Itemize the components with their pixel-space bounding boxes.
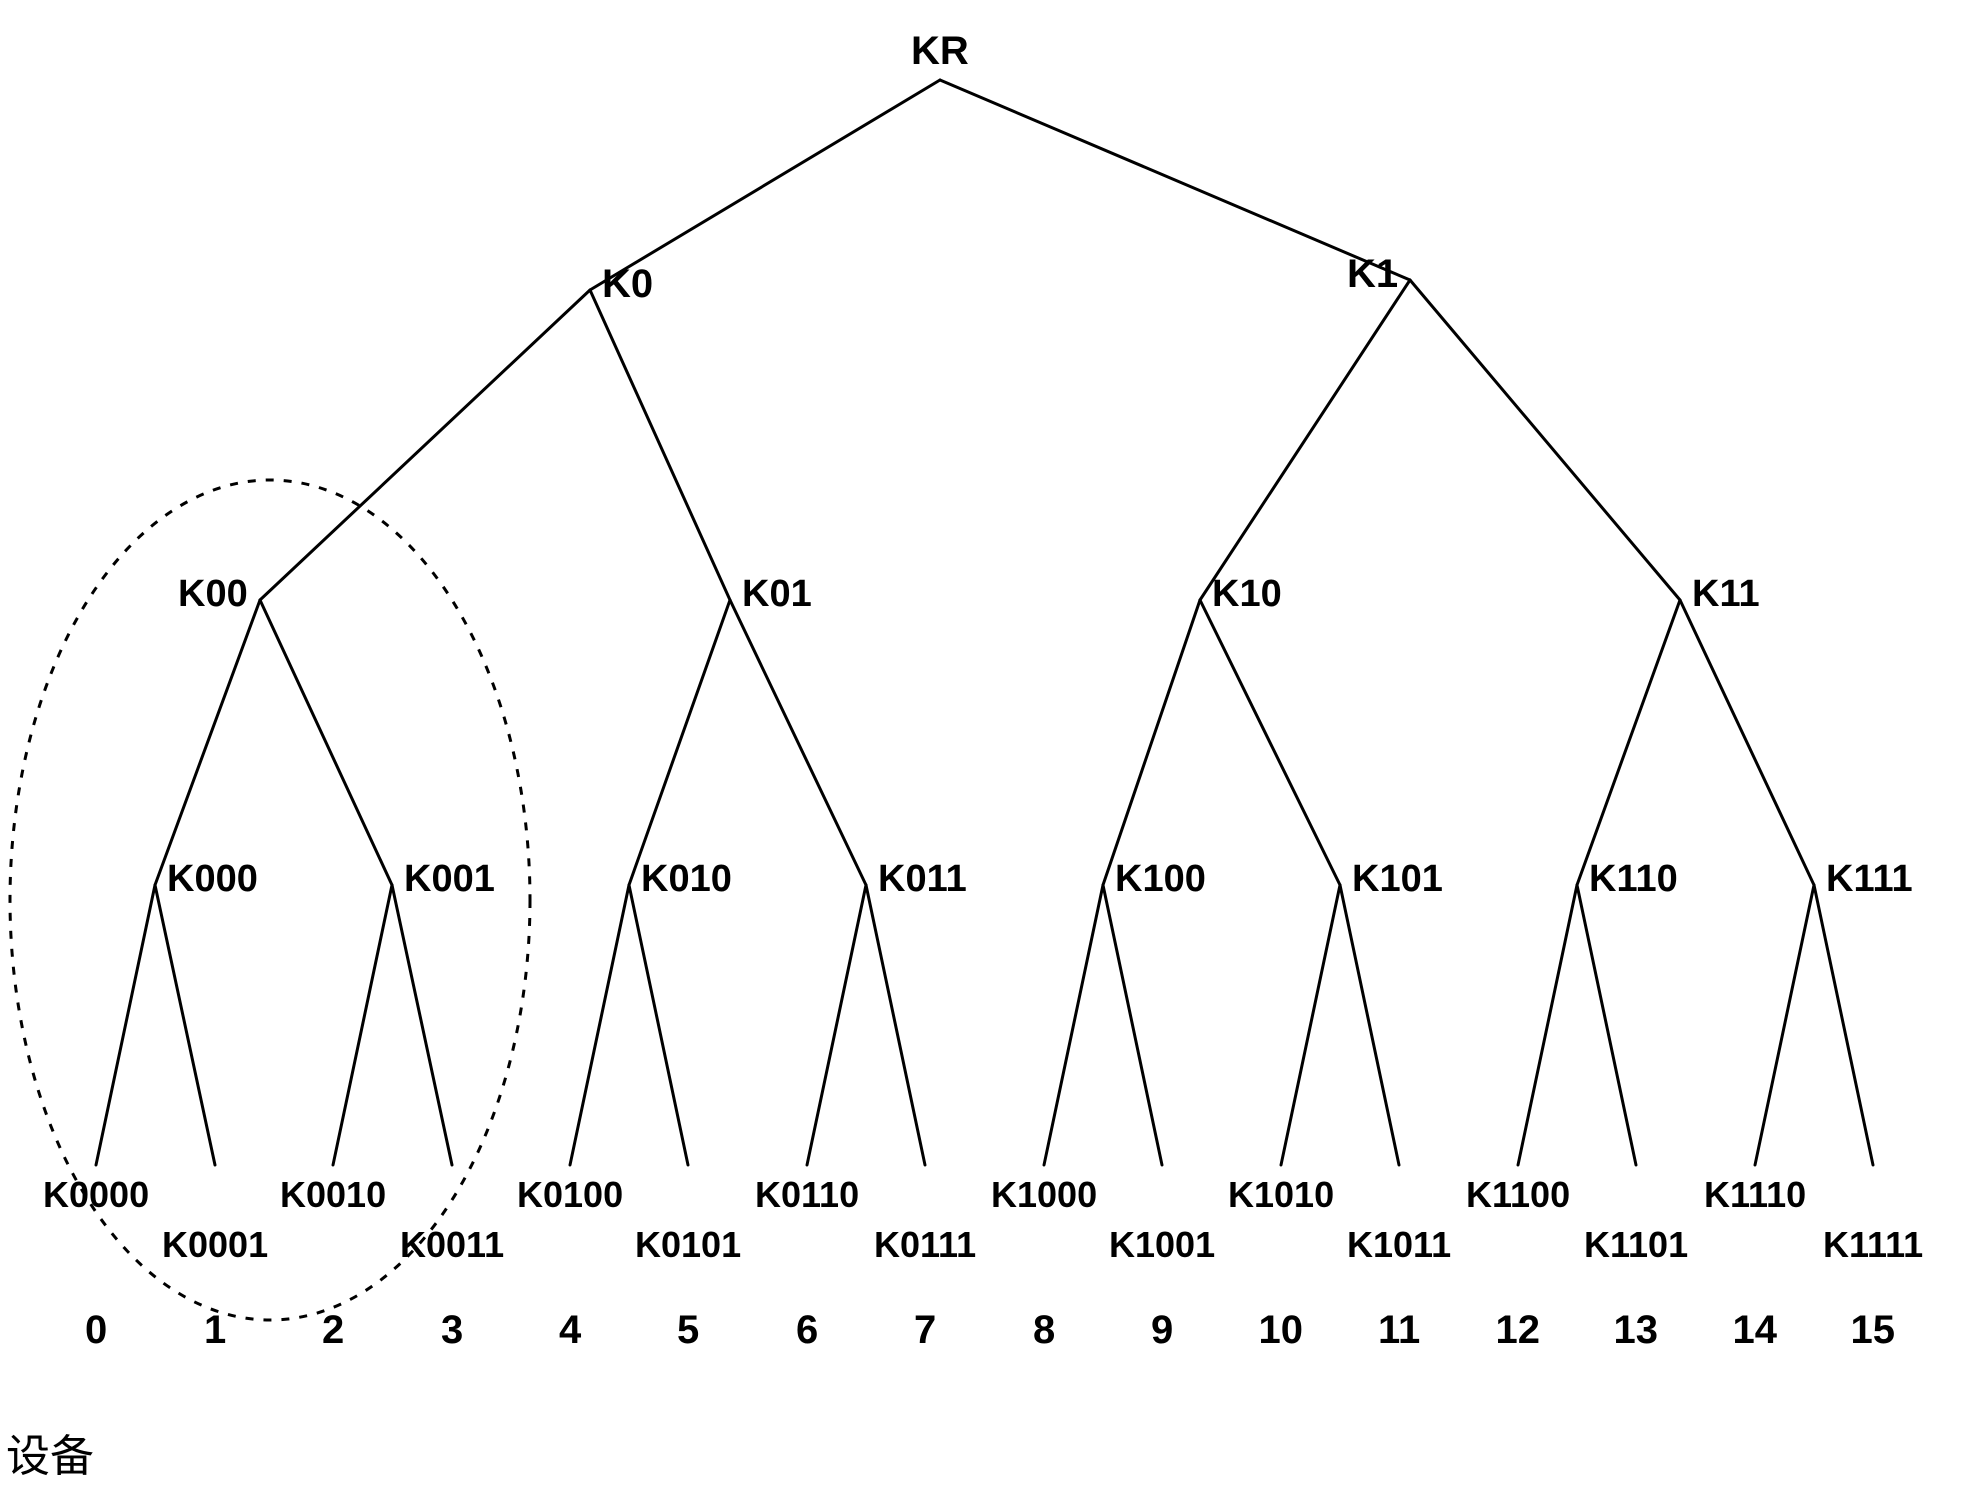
tree-edge: [1200, 600, 1340, 885]
leaf-index-6: 6: [796, 1308, 818, 1353]
node-label-K10: K10: [1212, 573, 1282, 616]
node-label-K0100: K0100: [517, 1174, 623, 1216]
node-label-K11: K11: [1692, 573, 1760, 616]
tree-edge: [1200, 280, 1410, 600]
node-label-KR: KR: [911, 29, 969, 74]
leaf-index-15: 15: [1851, 1308, 1896, 1353]
node-label-K0011: K0011: [400, 1224, 504, 1266]
leaf-index-5: 5: [677, 1308, 699, 1353]
node-label-K0001: K0001: [162, 1224, 268, 1266]
node-label-K0111: K0111: [874, 1224, 976, 1266]
node-label-K1011: K1011: [1347, 1224, 1451, 1266]
leaf-index-3: 3: [441, 1308, 463, 1353]
tree-edge: [629, 600, 730, 885]
node-label-K011: K011: [878, 858, 967, 901]
node-label-K1111: K1111: [1823, 1224, 1923, 1266]
node-label-K1000: K1000: [991, 1174, 1097, 1216]
node-label-K010: K010: [641, 858, 732, 901]
node-label-K1010: K1010: [1228, 1174, 1334, 1216]
node-label-K001: K001: [404, 858, 495, 901]
tree-edge: [1103, 600, 1200, 885]
leaf-index-13: 13: [1614, 1308, 1659, 1353]
tree-edge: [730, 600, 866, 885]
node-label-K00: K00: [178, 573, 248, 616]
node-label-K1110: K1110: [1704, 1174, 1806, 1216]
leaf-index-8: 8: [1033, 1308, 1055, 1353]
tree-edge: [392, 885, 452, 1165]
tree-edge: [1755, 885, 1814, 1165]
tree-edge: [1680, 600, 1814, 885]
node-label-K000: K000: [167, 858, 258, 901]
node-label-K101: K101: [1352, 858, 1443, 901]
node-label-K1: K1: [1347, 252, 1398, 297]
tree-edge: [590, 80, 940, 290]
leaf-index-4: 4: [559, 1308, 581, 1353]
node-label-K100: K100: [1115, 858, 1206, 901]
tree-edge: [866, 885, 925, 1165]
leaf-index-14: 14: [1733, 1308, 1778, 1353]
tree-edge: [1577, 600, 1680, 885]
node-label-K110: K110: [1589, 858, 1678, 901]
tree-edge: [1814, 885, 1873, 1165]
node-label-K0000: K0000: [43, 1174, 149, 1216]
node-label-K0: K0: [602, 262, 653, 307]
tree-edge: [1410, 280, 1680, 600]
node-label-K0110: K0110: [755, 1174, 859, 1216]
tree-edge: [940, 80, 1410, 280]
tree-edge: [333, 885, 392, 1165]
tree-edge: [570, 885, 629, 1165]
caption-device: 设备: [6, 1420, 94, 1484]
tree-edge: [1103, 885, 1162, 1165]
leaf-index-7: 7: [914, 1308, 936, 1353]
tree-svg: [0, 0, 1981, 1490]
tree-edge: [807, 885, 866, 1165]
node-label-K0010: K0010: [280, 1174, 386, 1216]
leaf-index-0: 0: [85, 1308, 107, 1353]
tree-edge: [590, 290, 730, 600]
tree-edge: [260, 600, 392, 885]
node-label-K01: K01: [742, 573, 812, 616]
leaf-index-1: 1: [204, 1308, 226, 1353]
node-label-K111: K111: [1826, 858, 1913, 901]
tree-edge: [155, 600, 260, 885]
leaf-index-9: 9: [1151, 1308, 1173, 1353]
tree-edge: [1577, 885, 1636, 1165]
node-label-K1001: K1001: [1109, 1224, 1215, 1266]
tree-edge: [260, 290, 590, 600]
tree-edge: [96, 885, 155, 1165]
node-label-K1101: K1101: [1584, 1224, 1688, 1266]
tree-edge: [1281, 885, 1340, 1165]
tree-edge: [1518, 885, 1577, 1165]
leaf-index-2: 2: [322, 1308, 344, 1353]
node-label-K1100: K1100: [1466, 1174, 1570, 1216]
leaf-index-10: 10: [1259, 1308, 1304, 1353]
tree-edge: [155, 885, 215, 1165]
leaf-index-11: 11: [1378, 1308, 1420, 1353]
tree-edge: [1044, 885, 1103, 1165]
tree-edge: [1340, 885, 1399, 1165]
tree-edge: [629, 885, 688, 1165]
leaf-index-12: 12: [1496, 1308, 1541, 1353]
node-label-K0101: K0101: [635, 1224, 741, 1266]
